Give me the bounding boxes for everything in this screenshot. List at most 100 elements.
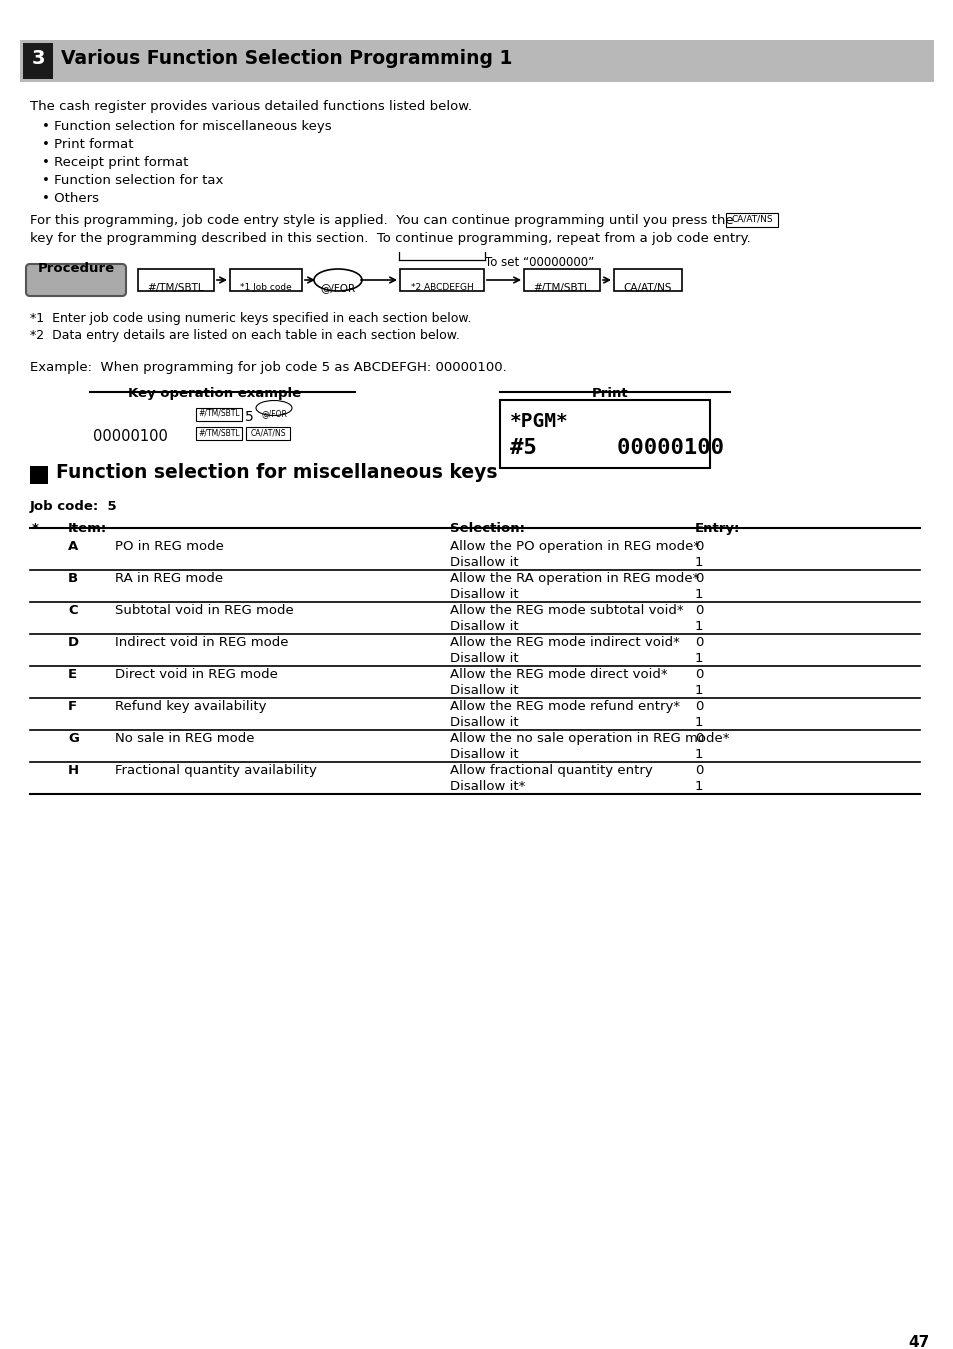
- Text: Allow fractional quantity entry: Allow fractional quantity entry: [450, 764, 652, 777]
- Text: 3: 3: [31, 50, 45, 69]
- Text: *PGM*: *PGM*: [510, 411, 568, 430]
- Bar: [138, 268, 213, 291]
- Text: Fractional quantity availability: Fractional quantity availability: [115, 764, 316, 777]
- Text: 0: 0: [695, 635, 702, 649]
- Text: 1: 1: [695, 684, 702, 697]
- Text: *2  Data entry details are listed on each table in each section below.: *2 Data entry details are listed on each…: [30, 329, 459, 343]
- Text: 0: 0: [695, 668, 702, 681]
- Text: *2 ABCDEFGH: *2 ABCDEFGH: [410, 283, 473, 291]
- Bar: [614, 268, 681, 291]
- Text: 0: 0: [695, 764, 702, 777]
- Text: B: B: [68, 572, 78, 585]
- Text: G: G: [68, 733, 79, 745]
- Text: *: *: [32, 522, 39, 536]
- Text: 0: 0: [695, 700, 702, 714]
- Bar: [399, 268, 483, 291]
- Text: Refund key availability: Refund key availability: [115, 700, 266, 714]
- Text: • Receipt print format: • Receipt print format: [42, 156, 188, 169]
- Text: Disallow it: Disallow it: [450, 556, 518, 569]
- Text: Direct void in REG mode: Direct void in REG mode: [115, 668, 277, 681]
- Text: Subtotal void in REG mode: Subtotal void in REG mode: [115, 604, 294, 616]
- Text: Various Function Selection Programming 1: Various Function Selection Programming 1: [61, 50, 512, 69]
- Text: Disallow it: Disallow it: [450, 716, 518, 728]
- Text: 0: 0: [695, 572, 702, 585]
- Text: Allow the no sale operation in REG mode*: Allow the no sale operation in REG mode*: [450, 733, 729, 745]
- Bar: [195, 428, 242, 440]
- Text: Allow the REG mode indirect void*: Allow the REG mode indirect void*: [450, 635, 679, 649]
- Text: 0: 0: [695, 733, 702, 745]
- Bar: [246, 428, 290, 440]
- Text: Job code:  5: Job code: 5: [30, 500, 117, 513]
- Text: Example:  When programming for job code 5 as ABCDEFGH: 00000100.: Example: When programming for job code 5…: [30, 362, 506, 374]
- Bar: [20, 40, 933, 82]
- Text: *1  Enter job code using numeric keys specified in each section below.: *1 Enter job code using numeric keys spe…: [30, 312, 471, 325]
- Text: #/TM/SBTL: #/TM/SBTL: [198, 409, 239, 418]
- Text: key for the programming described in this section.  To continue programming, rep: key for the programming described in thi…: [30, 232, 750, 246]
- Text: Function selection for miscellaneous keys: Function selection for miscellaneous key…: [56, 464, 497, 483]
- Text: #/TM/SBTL: #/TM/SBTL: [533, 283, 590, 293]
- Text: Allow the REG mode subtotal void*: Allow the REG mode subtotal void*: [450, 604, 683, 616]
- Text: Allow the PO operation in REG mode*: Allow the PO operation in REG mode*: [450, 540, 700, 553]
- Text: No sale in REG mode: No sale in REG mode: [115, 733, 254, 745]
- Ellipse shape: [255, 401, 292, 415]
- Text: 5: 5: [245, 410, 253, 424]
- Text: 47: 47: [908, 1336, 929, 1349]
- Text: #/TM/SBTL: #/TM/SBTL: [198, 428, 239, 437]
- Text: Allow the RA operation in REG mode*: Allow the RA operation in REG mode*: [450, 572, 699, 585]
- Text: Disallow it: Disallow it: [450, 747, 518, 761]
- Text: #/TM/SBTL: #/TM/SBTL: [148, 283, 204, 293]
- Text: • Function selection for tax: • Function selection for tax: [42, 174, 223, 188]
- Text: CA/AT/NS: CA/AT/NS: [623, 283, 672, 293]
- Bar: [30, 465, 48, 484]
- Bar: [499, 401, 709, 468]
- Text: Disallow it: Disallow it: [450, 684, 518, 697]
- Text: Item:: Item:: [68, 522, 107, 536]
- Text: D: D: [68, 635, 79, 649]
- Text: Allow the REG mode refund entry*: Allow the REG mode refund entry*: [450, 700, 679, 714]
- Text: Indirect void in REG mode: Indirect void in REG mode: [115, 635, 288, 649]
- Text: 1: 1: [695, 621, 702, 633]
- Bar: [230, 268, 302, 291]
- Text: Entry:: Entry:: [695, 522, 740, 536]
- Text: Disallow it: Disallow it: [450, 652, 518, 665]
- Text: Allow the REG mode direct void*: Allow the REG mode direct void*: [450, 668, 667, 681]
- Text: CA/AT/NS: CA/AT/NS: [730, 214, 772, 223]
- Text: 1: 1: [695, 556, 702, 569]
- Text: *1 Job code: *1 Job code: [240, 283, 292, 291]
- Ellipse shape: [314, 268, 361, 291]
- Text: The cash register provides various detailed functions listed below.: The cash register provides various detai…: [30, 100, 472, 113]
- Text: 1: 1: [695, 588, 702, 602]
- Text: #5      00000100: #5 00000100: [510, 438, 723, 459]
- Text: • Function selection for miscellaneous keys: • Function selection for miscellaneous k…: [42, 120, 332, 134]
- Bar: [23, 43, 53, 80]
- Text: Disallow it: Disallow it: [450, 621, 518, 633]
- Text: PO in REG mode: PO in REG mode: [115, 540, 224, 553]
- Text: 0: 0: [695, 604, 702, 616]
- Text: Procedure: Procedure: [37, 262, 114, 274]
- Text: Disallow it: Disallow it: [450, 588, 518, 602]
- Text: 00000100: 00000100: [92, 429, 168, 444]
- Bar: [725, 213, 778, 227]
- Text: RA in REG mode: RA in REG mode: [115, 572, 223, 585]
- FancyBboxPatch shape: [26, 264, 126, 295]
- Text: 1: 1: [695, 780, 702, 793]
- Text: 1: 1: [695, 747, 702, 761]
- Text: C: C: [68, 604, 77, 616]
- Text: @/FOR: @/FOR: [261, 409, 287, 418]
- Text: • Others: • Others: [42, 192, 99, 205]
- Bar: [195, 407, 242, 421]
- Text: Disallow it*: Disallow it*: [450, 780, 525, 793]
- Text: Key operation example: Key operation example: [129, 387, 301, 401]
- Text: H: H: [68, 764, 79, 777]
- Bar: [523, 268, 599, 291]
- Text: A: A: [68, 540, 78, 553]
- Text: 1: 1: [695, 716, 702, 728]
- Text: • Print format: • Print format: [42, 138, 133, 151]
- Text: CA/AT/NS: CA/AT/NS: [250, 428, 286, 437]
- Text: 1: 1: [695, 652, 702, 665]
- Text: Print: Print: [591, 387, 628, 401]
- Text: For this programming, job code entry style is applied.  You can continue program: For this programming, job code entry sty…: [30, 214, 733, 227]
- Text: E: E: [68, 668, 77, 681]
- Text: Selection:: Selection:: [450, 522, 524, 536]
- Text: To set “00000000”: To set “00000000”: [484, 256, 594, 268]
